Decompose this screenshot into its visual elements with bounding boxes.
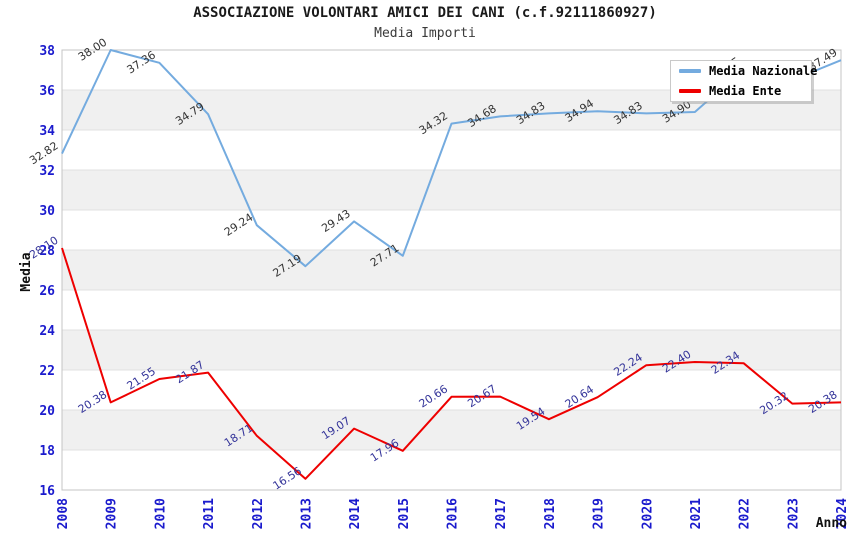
x-tick-label: 2017 [494,498,509,529]
y-tick-label: 18 [39,444,55,459]
y-tick-label: 36 [39,84,55,99]
x-tick-label: 2021 [689,498,704,529]
y-tick-label: 20 [39,404,55,419]
y-tick-label: 22 [39,364,55,379]
x-tick-label: 2012 [251,498,266,529]
y-tick-label: 30 [39,204,55,219]
legend: Media Nazionale Media Ente [670,60,817,102]
x-tick-label: 2009 [105,498,120,529]
plot-band [62,410,841,450]
y-tick-label: 34 [39,124,55,139]
x-tick-label: 2024 [835,498,850,529]
legend-label: Media Nazionale [709,64,818,78]
chart-subtitle: Media Importi [374,26,476,41]
y-tick-label: 16 [39,484,55,499]
x-tick-label: 2008 [56,498,71,529]
x-tick-label: 2014 [348,498,363,529]
series-line-media-ente [61,247,842,480]
x-tick-label: 2023 [786,498,801,529]
chart-title: ASSOCIAZIONE VOLONTARI AMICI DEI CANI (c… [193,5,657,21]
x-tick-label: 2019 [592,498,607,529]
plot-band [62,210,841,250]
x-tick-label: 2013 [299,498,314,529]
y-tick-label: 26 [39,284,55,299]
y-tick-label: 28 [39,244,55,259]
legend-item-media-nazionale: Media Nazionale [679,64,817,78]
x-tick-label: 2020 [640,498,655,529]
x-tick-label: 2016 [446,498,461,529]
legend-label: Media Ente [709,84,782,98]
y-tick-label: 24 [39,324,55,339]
x-tick-label: 2018 [543,498,558,529]
plot-border [61,49,842,491]
plot-band [62,170,841,210]
plot-band [62,130,841,170]
legend-item-media-ente: Media Ente [679,84,811,98]
x-tick-label: 2010 [153,498,168,529]
y-tick-label: 38 [39,44,55,59]
plot-band [62,370,841,410]
x-tick-label: 2022 [738,498,753,529]
plot-band [62,250,841,290]
x-tick-label: 2011 [202,498,217,529]
y-tick-label: 32 [39,164,55,179]
x-tick-label: 2015 [397,498,412,529]
plot-band [62,290,841,330]
y-axis-title: Media [19,252,34,291]
media-nazionale-line-swatch-icon [679,69,701,73]
media-ente-line-swatch-icon [679,89,701,93]
x-axis-title: Anno [816,516,847,531]
plot-band [62,450,841,490]
